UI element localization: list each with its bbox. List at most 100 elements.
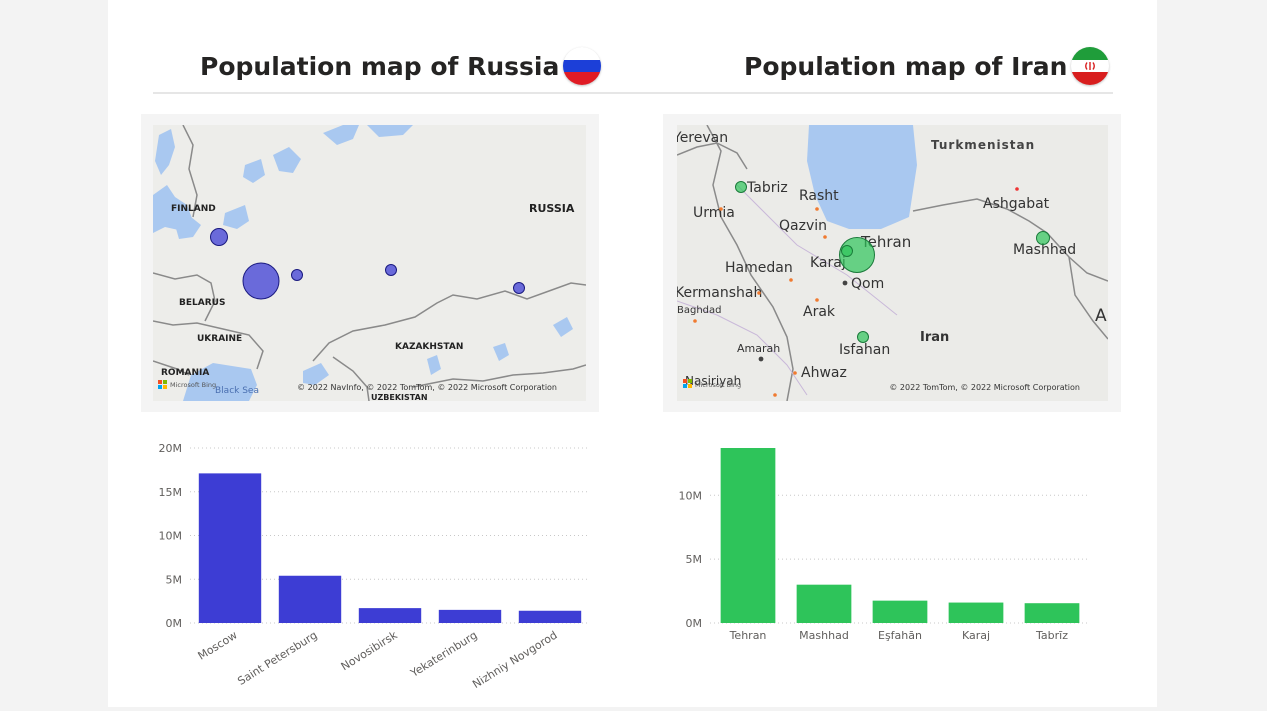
map-label-nasiriyah: Nasiriyah (685, 374, 741, 388)
map-label-amarah: Amarah (737, 342, 780, 355)
map-label-qazvin: Qazvin (779, 218, 827, 234)
russia-chart-y-tick-label: 10M (159, 530, 183, 543)
map-bubble-karaj[interactable] (841, 245, 853, 257)
map-label-turkmenistan: Turkmenistan (931, 138, 1035, 152)
russia-chart-bar-yekaterinburg[interactable] (438, 609, 502, 623)
map-label-black-sea: Black Sea (215, 386, 259, 396)
map-label-arak: Arak (803, 304, 836, 320)
iran-map-labels: Turkmenistan Yerevan Tabriz Rasht Urmia … (677, 130, 1107, 388)
iran-bar-chart: 0M 5M 10M Tehran Mashhad Eşfahān Karaj Tabrīz (679, 448, 1090, 642)
iran-chart-x-tick-label: Tehran (729, 629, 767, 642)
russia-map-labels: FINLAND RUSSIA BELARUS UKRAINE KAZAKHSTA… (161, 202, 575, 401)
map-label-tabriz: Tabriz (746, 180, 788, 196)
iran-chart-bar-karaj[interactable] (948, 602, 1004, 623)
russia-flag-blue-band (563, 60, 602, 72)
map-label-ashgabat: Ashgabat (983, 196, 1050, 212)
russia-chart-x-tick-label: Saint Petersburg (235, 629, 319, 688)
map-bubble-esfahan[interactable] (857, 331, 869, 343)
russia-map-land (153, 125, 586, 401)
russia-chart-y-tick-label: 5M (166, 573, 183, 586)
map-label-kazakhstan: KAZAKHSTAN (395, 342, 463, 352)
map-label-karaj: Karaj (810, 255, 846, 271)
russia-chart-x-tick-label: Novosibirsk (339, 628, 400, 673)
iran-flag-icon (1071, 47, 1110, 85)
russia-chart-bar-moscow[interactable] (198, 473, 262, 623)
iran-map-bubbles (735, 181, 1050, 343)
iran-chart-x-tick-label: Eşfahān (878, 629, 922, 642)
map-label-ukraine: UKRAINE (197, 334, 242, 344)
map-label-isfahan: Isfahan (839, 342, 890, 358)
iran-chart-x-tick-label: Tabrīz (1035, 629, 1068, 642)
map-label-hamedan: Hamedan (725, 260, 793, 276)
iran-flag-red-band (1071, 72, 1110, 85)
russia-title: Population map of Russia (200, 44, 602, 88)
map-label-russia: RUSSIA (529, 202, 575, 215)
iran-title-text: Population map of Iran (744, 51, 1068, 81)
russia-chart-y-tick-label: 15M (159, 486, 183, 499)
russia-map-bing-logo: Microsoft Bing (158, 380, 216, 389)
iran-chart-bar-tabri-z[interactable] (1024, 603, 1080, 623)
russia-flag-red-band (563, 72, 602, 85)
iran-chart-bar-es-faha-n[interactable] (872, 600, 928, 623)
russia-chart-x-tick-label: Moscow (196, 629, 240, 663)
iran-map-bing-logo: Microsoft Bing (683, 379, 741, 389)
iran-map-attribution: © 2022 TomTom, © 2022 Microsoft Corporat… (889, 383, 1080, 392)
iran-flag-emblem-icon (1085, 62, 1096, 70)
map-label-romania: ROMANIA (161, 368, 209, 378)
map-bubble-mashhad[interactable] (1036, 231, 1050, 245)
map-label-finland: FINLAND (171, 204, 216, 214)
russia-flag-icon (563, 47, 602, 85)
map-label-ahwaz: Ahwaz (801, 365, 847, 381)
map-bubble-novosibirsk[interactable] (513, 282, 525, 294)
caspian-sea (807, 125, 917, 229)
map-bubble-moscow[interactable] (242, 262, 280, 300)
iran-chart-y-tick-label: 5M (686, 553, 703, 566)
iran-title: Population map of Iran (744, 44, 1110, 88)
map-label-rasht: Rasht (799, 188, 839, 204)
russia-population-chart: 0M 5M 10M 15M 20M Moscow Saint Petersburg Novos… (140, 430, 610, 707)
russia-chart-x-tick-label: Yekaterinburg (408, 629, 480, 681)
map-label-edge-a: A (1095, 306, 1107, 326)
russia-flag-white-band (563, 47, 602, 60)
svg-text:Microsoft Bing: Microsoft Bing (170, 381, 216, 389)
title-divider (153, 92, 1113, 94)
map-label-uzbekistan: UZBEKISTAN (371, 393, 428, 401)
iran-chart-x-tick-label: Mashhad (799, 629, 849, 642)
russia-chart-y-tick-label: 20M (159, 442, 183, 455)
russia-map-water (153, 125, 573, 401)
russia-chart-x-tick-label: Nizhniy Novgorod (470, 629, 559, 692)
map-bubble-tabriz[interactable] (735, 181, 747, 193)
russia-map-borders (153, 125, 586, 401)
iran-map[interactable]: Turkmenistan Yerevan Tabriz Rasht Urmia … (677, 125, 1108, 401)
iran-chart-bar-tehran[interactable] (720, 448, 776, 623)
iran-chart-x-tick-label: Karaj (962, 629, 990, 642)
map-label-kermanshah: Kermanshah (677, 285, 762, 301)
iran-map-city-dots (693, 187, 1019, 397)
map-label-urmia: Urmia (693, 205, 735, 221)
russia-map[interactable]: FINLAND RUSSIA BELARUS UKRAINE KAZAKHSTA… (153, 125, 586, 401)
map-bubble-yekaterinburg[interactable] (385, 264, 397, 276)
russia-chart-bar-novosibirsk[interactable] (358, 608, 422, 623)
russia-chart-y-tick-label: 0M (166, 617, 183, 630)
map-label-belarus: BELARUS (179, 298, 225, 308)
iran-chart-y-tick-label: 10M (679, 489, 703, 502)
iran-population-chart: 0M 5M 10M Tehran Mashhad Eşfahān Karaj Tabrīz (660, 430, 1120, 707)
map-bubble-nizhniy-novgorod[interactable] (291, 269, 303, 281)
iran-flag-green-band (1071, 47, 1110, 60)
map-label-qom: Qom (851, 276, 884, 292)
map-label-mashhad: Mashhad (1013, 242, 1076, 258)
russia-chart-bar-saint-petersburg[interactable] (278, 575, 342, 623)
russia-map-bubbles (210, 228, 525, 300)
map-label-yerevan: Yerevan (677, 130, 728, 146)
russia-chart-bar-nizhniy-novgorod[interactable] (518, 610, 582, 623)
russia-title-text: Population map of Russia (200, 51, 560, 81)
svg-text:Microsoft Bing: Microsoft Bing (695, 381, 741, 389)
iran-map-roads (677, 184, 898, 396)
iran-chart-y-tick-label: 0M (686, 617, 703, 630)
map-label-baghdad: Baghdad (677, 305, 722, 316)
iran-chart-bar-mashhad[interactable] (796, 584, 852, 623)
russia-map-attribution: © 2022 NavInfo, © 2022 TomTom, © 2022 Mi… (297, 383, 557, 392)
map-label-iran: Iran (920, 330, 949, 345)
map-bubble-saint-petersburg[interactable] (210, 228, 228, 246)
